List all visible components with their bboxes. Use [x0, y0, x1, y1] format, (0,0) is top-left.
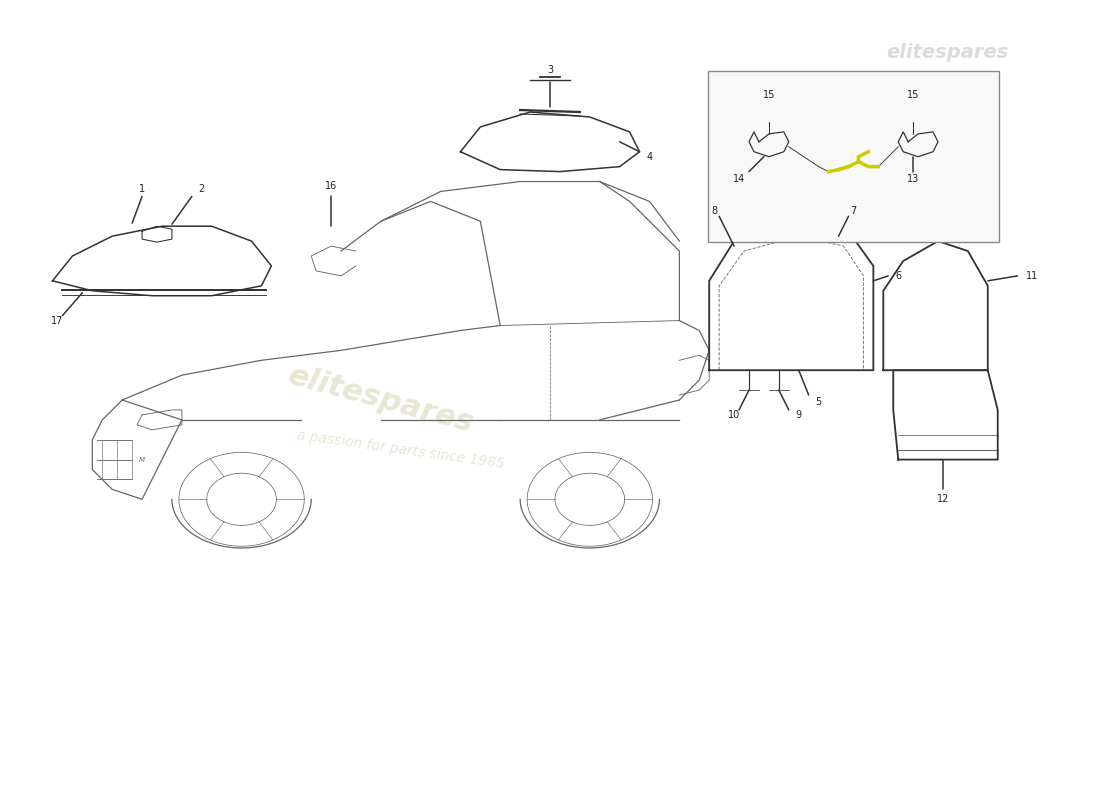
Text: 17: 17	[52, 315, 64, 326]
Text: 9: 9	[795, 410, 802, 420]
Text: 15: 15	[908, 90, 920, 100]
Text: 15: 15	[762, 90, 776, 100]
Text: 14: 14	[733, 174, 745, 183]
Text: 16: 16	[324, 182, 338, 191]
Text: elitespares: elitespares	[285, 362, 477, 438]
Text: 4: 4	[647, 152, 652, 162]
Text: 7: 7	[850, 206, 857, 216]
Text: 8: 8	[711, 206, 717, 216]
Text: 13: 13	[908, 174, 920, 183]
Text: 10: 10	[728, 410, 740, 420]
Text: 12: 12	[937, 494, 949, 504]
FancyBboxPatch shape	[708, 71, 999, 242]
Text: 5: 5	[815, 397, 822, 407]
Text: 1: 1	[139, 185, 145, 194]
Text: 3: 3	[547, 66, 553, 75]
Text: 6: 6	[895, 271, 901, 281]
Text: 2: 2	[199, 185, 205, 194]
Text: M: M	[139, 457, 145, 462]
Text: 11: 11	[1026, 271, 1038, 281]
Text: elitespares: elitespares	[887, 43, 1009, 62]
Text: a passion for parts since 1985: a passion for parts since 1985	[296, 428, 506, 471]
